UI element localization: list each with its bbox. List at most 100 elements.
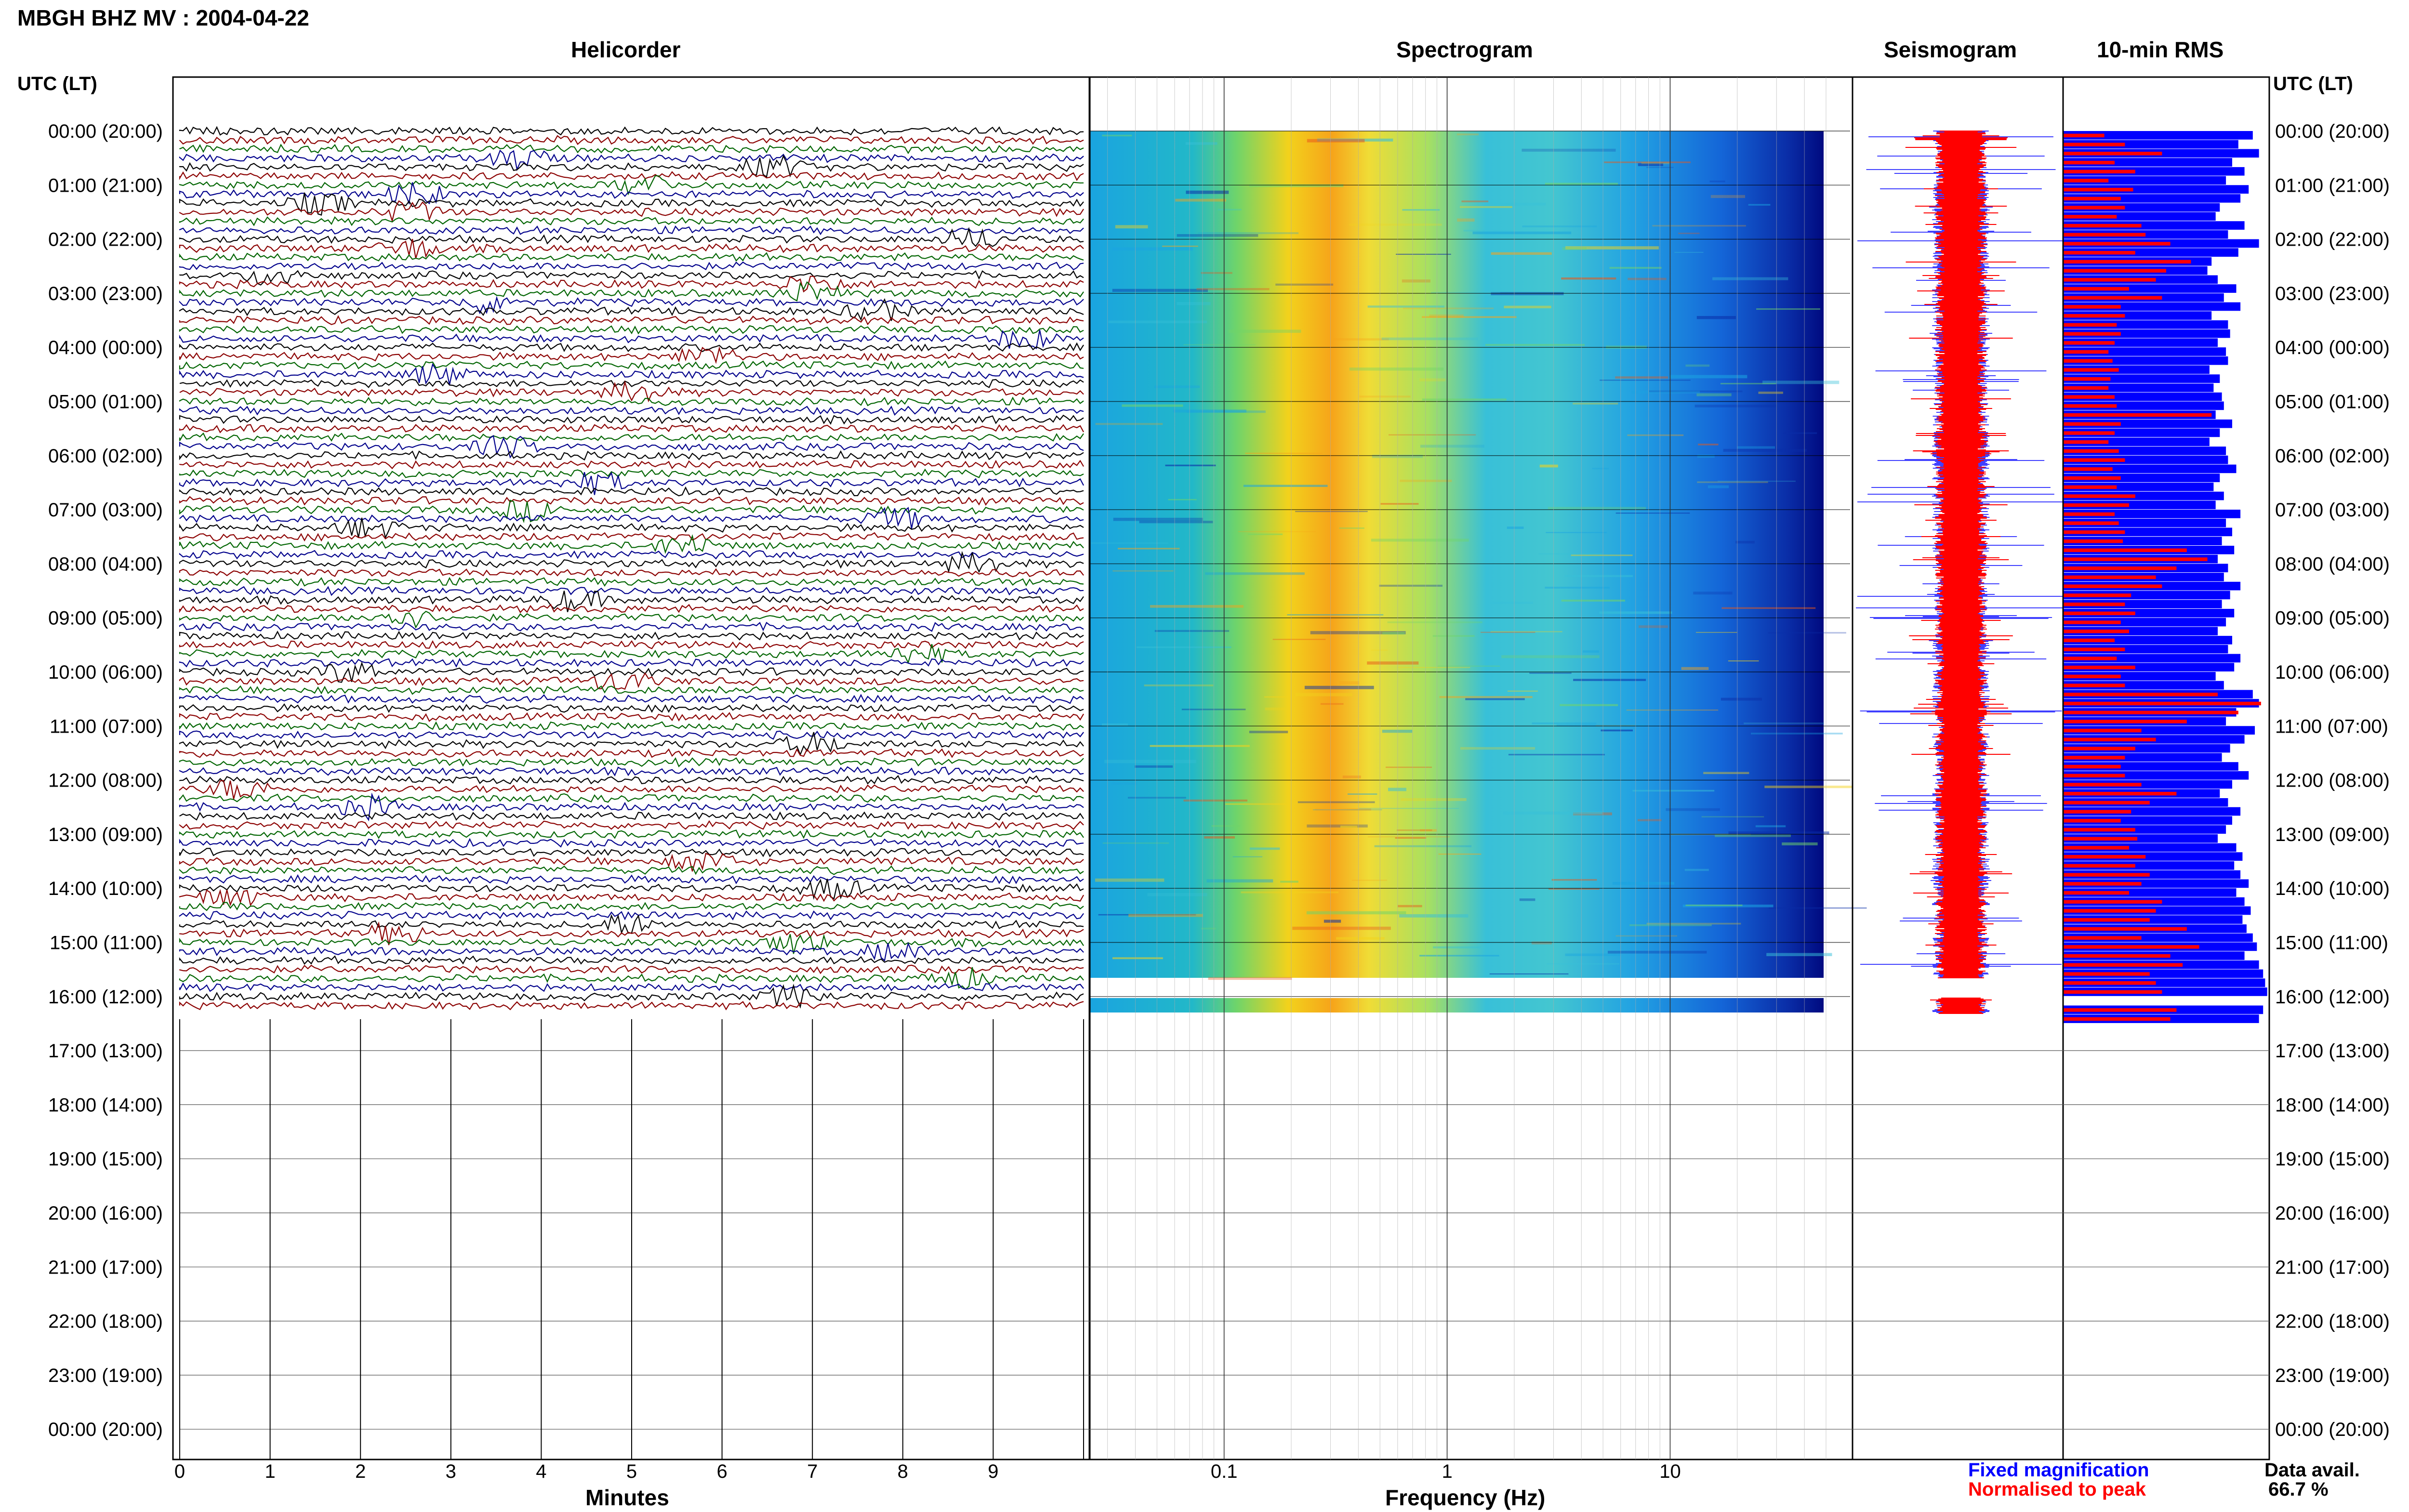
spectrogram-texture (1439, 696, 1533, 698)
rms-bar-fixed (2063, 591, 2230, 600)
helicorder-trace (179, 534, 1084, 554)
spectrogram-texture (1379, 584, 1443, 587)
rms-bar-fixed (2063, 780, 2232, 789)
spectrogram-texture (1307, 139, 1365, 143)
spectrogram-texture (1419, 955, 1499, 957)
rms-bar-normalised (2063, 260, 2191, 264)
rms-bar-normalised (2063, 638, 2115, 643)
rms-bar-normalised (2063, 440, 2109, 444)
rms-bar-normalised (2063, 187, 2133, 192)
rms-bar-normalised (2063, 359, 2113, 363)
spectrogram-texture (1709, 180, 1725, 183)
spectrogram-texture (1489, 973, 1569, 974)
spectrogram-texture (1432, 635, 1475, 637)
spectrogram-texture (1175, 198, 1226, 202)
helicorder-trace (179, 532, 1084, 542)
time-label-right: 17:00 (13:00) (2275, 1040, 2390, 1062)
rms-bar-normalised (2063, 620, 2121, 624)
rms-bar-fixed (2063, 455, 2228, 464)
spectrogram-texture (1403, 307, 1494, 309)
minute-tick-label: 3 (446, 1461, 456, 1482)
spectrogram-texture (1211, 825, 1240, 827)
rms-bar-fixed (2063, 762, 2238, 771)
time-label-right: 22:00 (18:00) (2275, 1311, 2390, 1332)
rms-bar-fixed (2063, 771, 2249, 780)
spectrogram-texture (1201, 927, 1216, 930)
spectrogram-texture (1395, 837, 1427, 839)
time-label-right: 00:00 (20:00) (2275, 121, 2390, 142)
spectrogram-texture (1154, 385, 1200, 388)
helicorder-trace (179, 967, 1084, 990)
spectrogram-texture (1115, 225, 1148, 229)
rms-bar-normalised (2063, 990, 2162, 994)
helicorder-trace (179, 182, 1084, 205)
rms-bar-fixed (2063, 401, 2224, 410)
minute-tick-label: 8 (898, 1461, 908, 1482)
spectrogram-texture (1287, 614, 1384, 616)
spectrogram-texture (1490, 602, 1534, 604)
spectrogram-texture (1531, 941, 1552, 945)
spectrogram-texture (1389, 434, 1476, 436)
rms-bar-fixed (2063, 618, 2226, 627)
spectrogram-texture (1519, 898, 1535, 901)
rms-bar-fixed (2063, 320, 2228, 329)
spectrogram-texture (1681, 667, 1709, 670)
helicorder-trace (179, 586, 1084, 596)
spectrogram-texture (1649, 390, 1743, 393)
rms-bar-fixed (2063, 888, 2237, 897)
data-availability-value: 66.7 % (2268, 1479, 2329, 1500)
rms-bar-normalised (2063, 981, 2156, 985)
spectrogram-texture (1154, 630, 1230, 632)
rms-bar-normalised (2063, 548, 2187, 552)
rms-bar-normalised (2063, 774, 2125, 777)
spectrogram-texture (1522, 148, 1616, 152)
spectrogram-texture (1696, 316, 1736, 319)
spectrogram-texture (1396, 253, 1451, 255)
spectrogram-texture (1313, 809, 1382, 811)
rms-bar-fixed (2063, 491, 2224, 500)
time-axis-label-left: UTC (LT) (17, 73, 97, 94)
rms-bar-normalised (2063, 972, 2150, 976)
spectrogram-texture (1205, 572, 1305, 575)
spectrogram-texture (1342, 776, 1361, 778)
spectrogram-texture (1615, 935, 1677, 937)
figure-title: MBGH BHZ MV : 2004-04-22 (17, 5, 309, 30)
spectrogram-texture (1399, 914, 1469, 918)
spectrogram-texture (1507, 526, 1524, 529)
rms-bar-normalised (2063, 963, 2183, 967)
spectrogram-texture (1494, 202, 1546, 206)
helicorder-trace (179, 829, 1084, 839)
rms-bar-fixed (2063, 356, 2228, 365)
rms-bar-fixed (2063, 167, 2245, 176)
spectrogram-texture (1204, 836, 1235, 839)
helicorder-trace (179, 507, 1084, 529)
helicorder-trace (179, 154, 1084, 178)
spectrogram-texture (1112, 247, 1193, 251)
spectrogram-texture (1420, 829, 1437, 832)
spectrogram-texture (1768, 632, 1846, 634)
rms-bar-normalised (2063, 449, 2119, 453)
seismogram-normalised-trace (1905, 131, 2017, 1014)
spectrogram-texture (1398, 667, 1470, 668)
rms-bar-normalised (2063, 413, 2212, 417)
spectrogram-texture (1306, 911, 1406, 915)
minute-tick-label: 5 (626, 1461, 637, 1482)
helicorder-trace (179, 631, 1084, 641)
spectrogram-texture (1457, 218, 1475, 222)
spectrogram-texture (1295, 511, 1368, 513)
spectrogram-texture (1112, 289, 1208, 292)
rms-bar-fixed (2063, 915, 2243, 924)
time-label-left: 21:00 (17:00) (48, 1257, 163, 1278)
rms-bar-normalised (2063, 593, 2131, 597)
helicorder-trace (179, 171, 1084, 181)
rms-bar-fixed (2063, 176, 2226, 185)
spectrogram-texture (1571, 554, 1633, 556)
spectrogram-texture (1135, 765, 1173, 768)
time-label-left: 01:00 (21:00) (48, 175, 163, 196)
spectrogram-texture (1460, 206, 1512, 208)
rms-bar-normalised (2063, 720, 2187, 723)
spectrogram-texture (1720, 382, 1776, 384)
time-label-right: 19:00 (15:00) (2275, 1149, 2390, 1170)
spectrogram-texture (1678, 233, 1700, 234)
